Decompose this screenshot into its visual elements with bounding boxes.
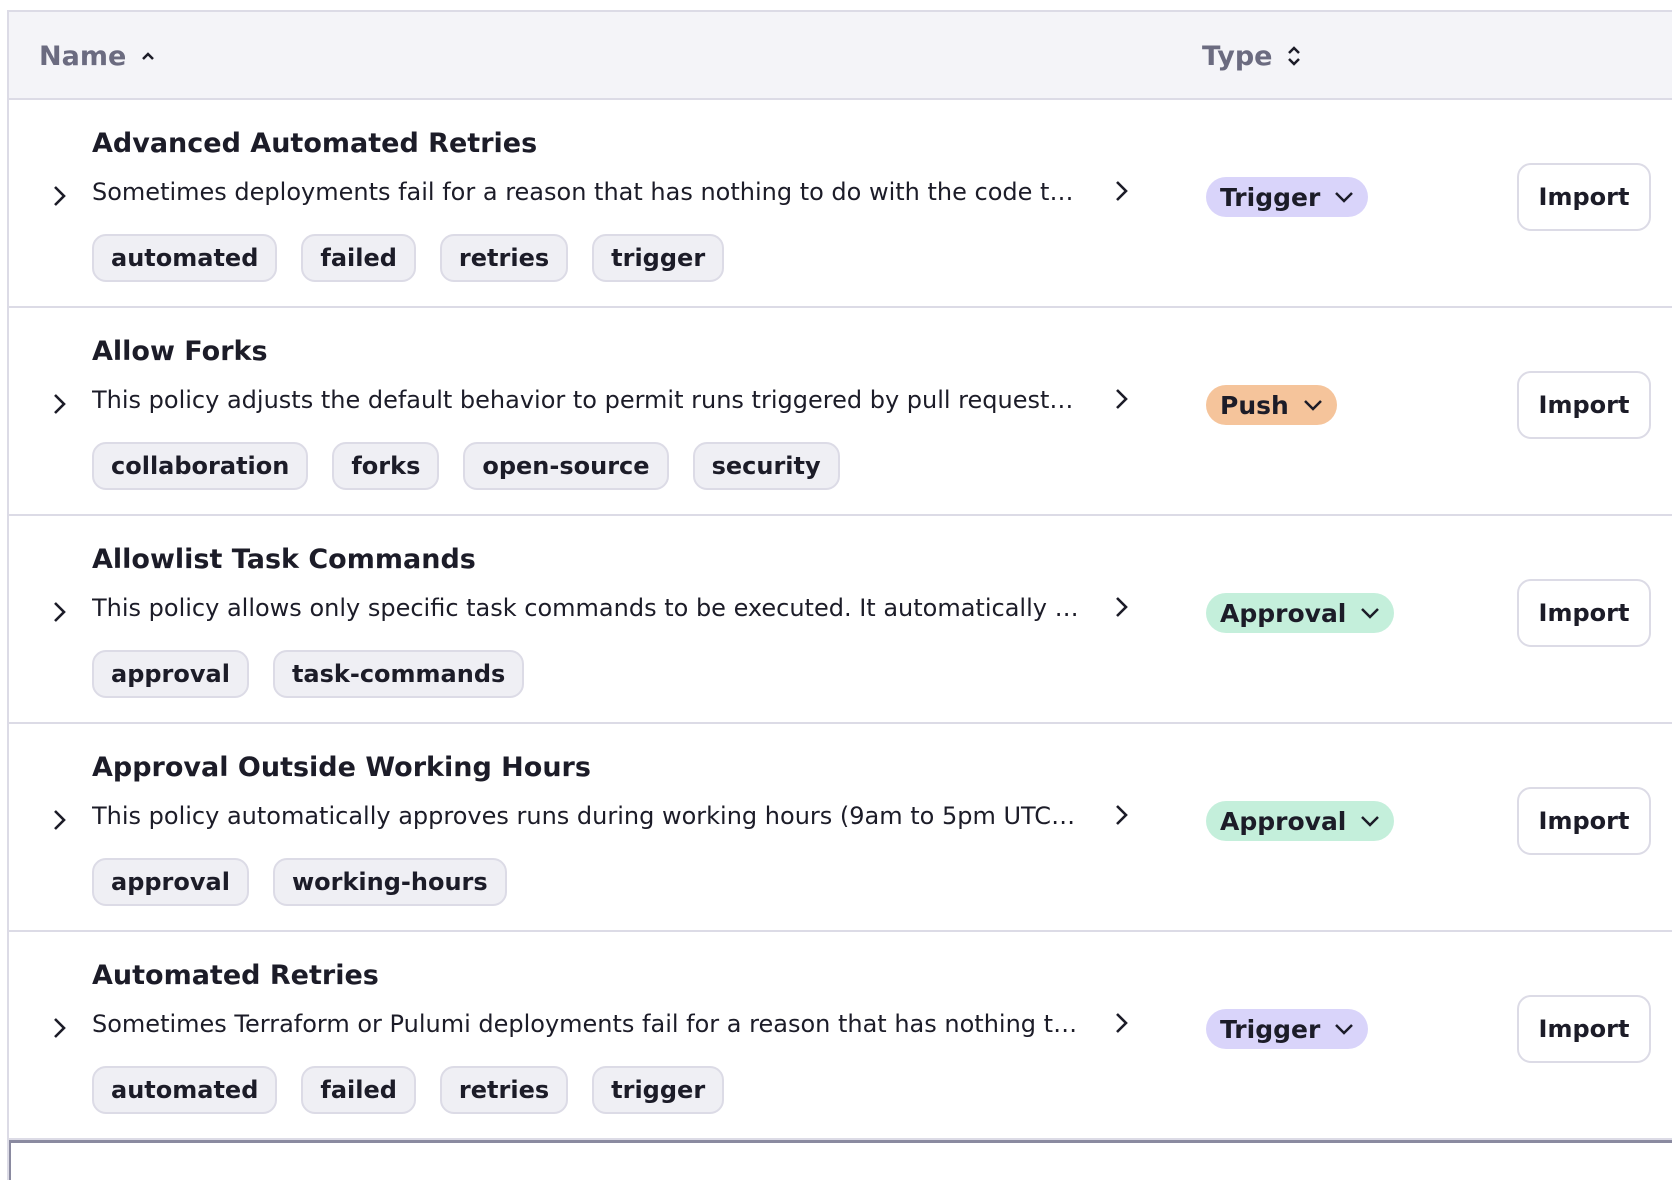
- table-header: Name Type: [9, 10, 1672, 100]
- tag-chip: collaboration: [92, 442, 309, 490]
- tag-chip: automated: [92, 234, 278, 282]
- table-row-partial: [9, 1140, 1672, 1180]
- tag-chip: approval: [92, 650, 249, 698]
- column-header-name[interactable]: Name: [39, 12, 156, 100]
- table-row: Approval Outside Working Hours This poli…: [9, 724, 1672, 932]
- sort-ascending-icon: [142, 52, 155, 60]
- expand-row-chevron-icon[interactable]: [45, 806, 73, 834]
- policy-title: Allowlist Task Commands: [92, 544, 476, 575]
- chevron-down-icon: [1335, 1024, 1354, 1035]
- expand-row-chevron-icon[interactable]: [45, 1014, 73, 1042]
- tag-list: approval working-hours: [92, 858, 507, 906]
- policy-description: This policy automatically approves runs …: [92, 802, 1082, 830]
- type-badge-label: Trigger: [1220, 182, 1321, 212]
- view-details-chevron-icon[interactable]: [1107, 386, 1135, 414]
- chevron-down-icon: [1303, 400, 1322, 411]
- view-details-chevron-icon[interactable]: [1107, 594, 1135, 622]
- chevron-down-icon: [1335, 192, 1354, 203]
- tag-list: approval task-commands: [92, 650, 525, 698]
- chevron-down-icon: [1361, 608, 1380, 619]
- tag-chip: forks: [332, 442, 440, 490]
- table-row: Allow Forks This policy adjusts the defa…: [9, 308, 1672, 516]
- tag-chip: automated: [92, 1066, 278, 1114]
- expand-row-chevron-icon[interactable]: [45, 390, 73, 418]
- tag-chip: trigger: [592, 234, 725, 282]
- chevron-down-icon: [1361, 816, 1380, 827]
- tag-chip: trigger: [592, 1066, 725, 1114]
- type-header-label: Type: [1202, 40, 1273, 72]
- tag-chip: task-commands: [272, 650, 525, 698]
- policy-description: Sometimes Terraform or Pulumi deployment…: [92, 1010, 1082, 1038]
- import-button[interactable]: Import: [1517, 371, 1651, 439]
- policy-templates-table: Name Type Advanced Automated Retries Som…: [7, 10, 1672, 1180]
- type-badge-label: Trigger: [1220, 1014, 1321, 1044]
- import-button[interactable]: Import: [1517, 163, 1651, 231]
- tag-chip: working-hours: [272, 858, 507, 906]
- tag-list: automated failed retries trigger: [92, 1066, 725, 1114]
- import-button[interactable]: Import: [1517, 995, 1651, 1063]
- type-badge-dropdown[interactable]: Approval: [1206, 593, 1395, 633]
- import-button[interactable]: Import: [1517, 579, 1651, 647]
- tag-list: automated failed retries trigger: [92, 234, 725, 282]
- tag-chip: failed: [301, 1066, 416, 1114]
- name-header-label: Name: [39, 40, 127, 72]
- expand-row-chevron-icon[interactable]: [45, 598, 73, 626]
- type-badge-label: Push: [1220, 390, 1289, 420]
- policy-title: Automated Retries: [92, 960, 379, 991]
- table-row: Advanced Automated Retries Sometimes dep…: [9, 100, 1672, 308]
- tag-chip: approval: [92, 858, 249, 906]
- tag-list: collaboration forks open-source security: [92, 442, 840, 490]
- type-badge-dropdown[interactable]: Trigger: [1206, 177, 1369, 217]
- tag-chip: retries: [439, 1066, 569, 1114]
- column-header-type[interactable]: Type: [1202, 12, 1302, 100]
- policy-title: Approval Outside Working Hours: [92, 752, 591, 783]
- policy-description: This policy adjusts the default behavior…: [92, 386, 1082, 414]
- type-badge-dropdown[interactable]: Approval: [1206, 801, 1395, 841]
- tag-chip: retries: [439, 234, 569, 282]
- type-badge-dropdown[interactable]: Trigger: [1206, 1009, 1369, 1049]
- type-badge-dropdown[interactable]: Push: [1206, 385, 1337, 425]
- tag-chip: security: [692, 442, 840, 490]
- tag-chip: failed: [301, 234, 416, 282]
- policy-title: Allow Forks: [92, 336, 268, 367]
- tag-chip: open-source: [463, 442, 669, 490]
- policy-description: Sometimes deployments fail for a reason …: [92, 178, 1082, 206]
- type-badge-label: Approval: [1220, 806, 1347, 836]
- view-details-chevron-icon[interactable]: [1107, 1010, 1135, 1038]
- type-badge-label: Approval: [1220, 598, 1347, 628]
- sort-unsorted-icon: [1288, 46, 1301, 66]
- import-button[interactable]: Import: [1517, 787, 1651, 855]
- policy-title: Advanced Automated Retries: [92, 128, 538, 159]
- table-row: Allowlist Task Commands This policy allo…: [9, 516, 1672, 724]
- view-details-chevron-icon[interactable]: [1107, 178, 1135, 206]
- expand-row-chevron-icon[interactable]: [45, 182, 73, 210]
- table-row: Automated Retries Sometimes Terraform or…: [9, 932, 1672, 1140]
- policy-description: This policy allows only specific task co…: [92, 594, 1082, 622]
- view-details-chevron-icon[interactable]: [1107, 802, 1135, 830]
